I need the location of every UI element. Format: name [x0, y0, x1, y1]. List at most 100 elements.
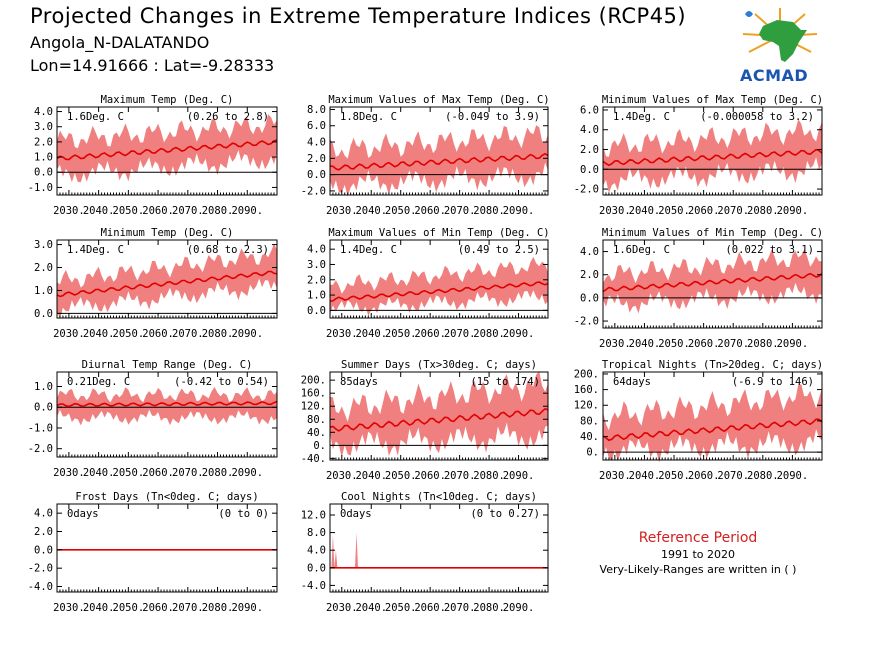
- x-tick-label: 2070.: [172, 205, 204, 217]
- y-tick-label: 2.0: [34, 526, 53, 538]
- x-tick-label: 2070.: [717, 338, 749, 350]
- x-tick-label: 2050.: [113, 205, 145, 217]
- x-tick-label: 2040.: [355, 602, 387, 614]
- y-tick-label: 0.0: [307, 562, 326, 574]
- x-tick-label: 2030.: [53, 205, 85, 217]
- y-tick-label: 2.0: [34, 136, 53, 148]
- x-tick-label: 2080.: [202, 602, 234, 614]
- x-tick-label: 2060.: [142, 467, 174, 479]
- x-tick-label: 2060.: [688, 470, 720, 482]
- mean-series-line: [602, 418, 823, 442]
- x-tick-label: 2080.: [473, 328, 505, 340]
- reference-years: 1991 to 2020: [660, 548, 736, 561]
- y-tick-label: 160.: [301, 388, 326, 400]
- acmad-logo: ACMAD: [735, 6, 825, 86]
- y-tick-label: -40.: [301, 453, 326, 465]
- likely-range-label: (-6.9 to 146): [732, 376, 814, 388]
- y-tick-label: 4.0: [580, 124, 599, 136]
- likely-range-label: (15 to 174): [470, 376, 540, 388]
- y-tick-label: 4.0: [34, 106, 53, 118]
- y-tick-label: 200.: [574, 368, 599, 380]
- x-tick-label: 2090.: [231, 467, 263, 479]
- x-tick-label: 2060.: [142, 602, 174, 614]
- range-spike: [331, 534, 335, 568]
- x-tick-label: 2050.: [658, 205, 690, 217]
- reference-note: Very-Likely-Ranges are written in ( ): [599, 563, 797, 576]
- y-tick-label: 120.: [574, 400, 599, 412]
- x-tick-label: 2060.: [414, 205, 446, 217]
- y-tick-label: 8.0: [307, 104, 326, 116]
- y-tick-label: 3.0: [34, 121, 53, 133]
- y-tick-label: 2.0: [307, 274, 326, 286]
- likely-range-band: [330, 125, 548, 197]
- x-tick-label: 2070.: [444, 470, 476, 482]
- mean-change-label: 85days: [340, 376, 378, 388]
- mean-series-line: [56, 270, 278, 298]
- x-tick-label: 2030.: [599, 338, 631, 350]
- chart-title: Minimum Values of Max Temp (Deg. C): [602, 94, 823, 106]
- x-tick-label: 2050.: [385, 602, 417, 614]
- x-tick-label: 2070.: [172, 467, 204, 479]
- mean-change-label: 64days: [613, 376, 651, 388]
- y-tick-label: 80.: [580, 415, 599, 427]
- x-tick-label: 2060.: [142, 205, 174, 217]
- likely-range-band: [603, 384, 822, 463]
- chart-panel: 3.0 2.0 1.0 0.02030.2040.2050.2060.2070.208…: [34, 227, 278, 340]
- mean-change-label: 0days: [340, 508, 372, 520]
- likely-range-label: (0 to 0.27): [470, 508, 540, 520]
- y-tick-label: 4.0: [34, 508, 53, 520]
- x-tick-label: 2040.: [83, 602, 115, 614]
- chart-title: Minimum Temp (Deg. C): [101, 227, 234, 239]
- x-tick-label: 2070.: [444, 602, 476, 614]
- y-tick-label: 0.: [586, 447, 599, 459]
- x-tick-label: 2040.: [355, 470, 387, 482]
- station-name: Angola_N-DALATANDO: [30, 33, 210, 52]
- y-tick-label: 8.0: [307, 527, 326, 539]
- y-tick-label: 0.0: [34, 544, 53, 556]
- x-tick-label: 2080.: [473, 470, 505, 482]
- likely-range-label: (0.26 to 2.8): [187, 111, 269, 123]
- mean-series-line: [329, 407, 549, 432]
- chart-title: Diurnal Temp Range (Deg. C): [82, 359, 253, 371]
- x-tick-label: 2080.: [747, 470, 779, 482]
- chart-title: Summer Days (Tx>30deg. C; days): [341, 359, 537, 371]
- y-tick-label: 2.0: [580, 269, 599, 281]
- likely-range-band: [57, 114, 277, 183]
- likely-range-label: (0.022 to 3.1): [725, 244, 814, 256]
- chart-panel: 6.0 4.0 2.0 0.0 -2.02030.2040.2050.2060.2070…: [574, 94, 823, 217]
- x-tick-label: 2060.: [688, 338, 720, 350]
- x-tick-label: 2030.: [326, 602, 358, 614]
- y-tick-label: 80.: [307, 414, 326, 426]
- chart-title: Maximum Values of Min Temp (Deg. C): [328, 227, 549, 239]
- chart-title: Maximum Values of Max Temp (Deg. C): [328, 94, 549, 106]
- mean-series-line: [329, 281, 549, 302]
- africa-map-icon: [742, 8, 818, 62]
- chart-panel: 200.160.120.80.40.0.-40.2030.2040.2050.2…: [301, 359, 549, 482]
- x-tick-label: 2090.: [231, 602, 263, 614]
- chart-panel: 8.06.04.02.00.0-2.02030.2040.2050.2060.2…: [301, 94, 550, 217]
- mean-series-line: [56, 139, 278, 161]
- x-tick-label: 2030.: [326, 328, 358, 340]
- reference-period-box: Reference Period 1991 to 2020 Very-Likel…: [588, 530, 808, 576]
- y-tick-label: 3.0: [307, 259, 326, 271]
- y-tick-label: 6.0: [307, 120, 326, 132]
- likely-range-label: (0 to 0): [218, 508, 269, 520]
- y-tick-label: 2.0: [34, 262, 53, 274]
- y-tick-label: 0.: [313, 440, 326, 452]
- y-tick-label: 0.0: [34, 308, 53, 320]
- x-tick-label: 2050.: [113, 467, 145, 479]
- x-tick-label: 2050.: [658, 338, 690, 350]
- x-tick-label: 2070.: [717, 205, 749, 217]
- y-tick-label: 1.0: [307, 290, 326, 302]
- chart-panel: 4.0 3.0 2.0 1.0 0.02030.2040.2050.2060.2070.…: [307, 227, 550, 340]
- x-tick-label: 2060.: [414, 470, 446, 482]
- y-tick-label: 2.0: [580, 144, 599, 156]
- mean-change-label: 1.8Deg. C: [340, 111, 397, 123]
- y-tick-label: -2.0: [28, 563, 53, 575]
- x-tick-label: 2030.: [326, 205, 358, 217]
- x-tick-label: 2060.: [414, 602, 446, 614]
- x-tick-label: 2060.: [688, 205, 720, 217]
- mean-change-label: 1.6Deg. C: [67, 111, 124, 123]
- chart-title: Maximum Temp (Deg. C): [101, 94, 234, 106]
